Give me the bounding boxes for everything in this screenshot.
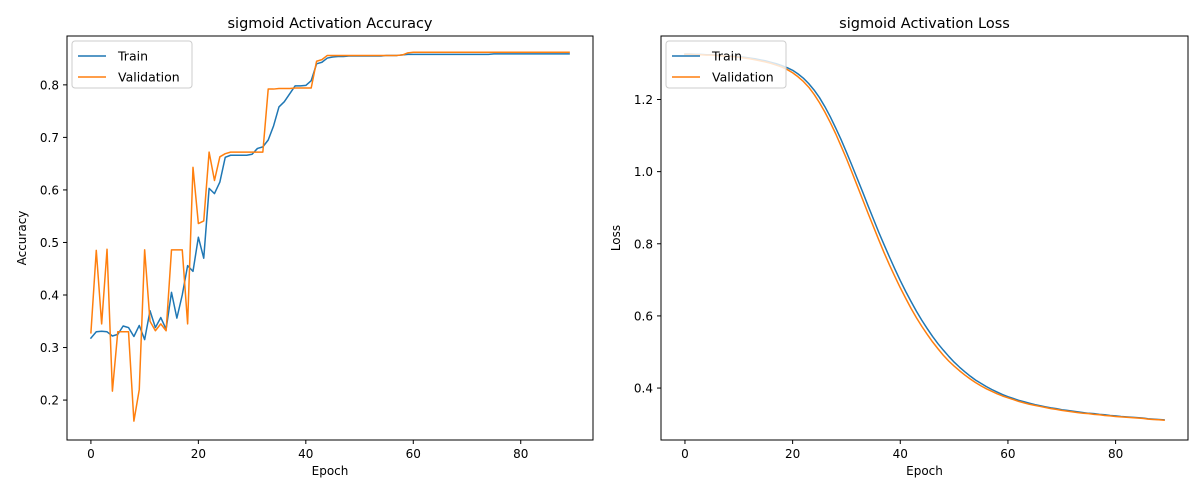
loss-legend-label-validation: Validation: [712, 70, 774, 85]
accuracy-axes-frame: [66, 35, 594, 441]
accuracy-train-line: [89, 53, 570, 341]
accuracy-chart-title: sigmoid Activation Accuracy: [227, 16, 432, 32]
loss-chart-title: sigmoid Activation Loss: [839, 16, 1010, 32]
accuracy-x-tick-label: 20: [191, 447, 206, 461]
loss-y-tick-label: 1.0: [634, 165, 653, 179]
accuracy-legend-label-train: Train: [117, 49, 148, 64]
accuracy-y-tick-label: 0.3: [40, 341, 59, 355]
accuracy-y-tick-label: 0.8: [40, 78, 59, 92]
loss-x-tick-label: 0: [681, 447, 689, 461]
loss-x-tick-label: 20: [785, 447, 800, 461]
loss-y-tick-label: 0.8: [634, 237, 653, 251]
loss-x-tick-label: 80: [1108, 447, 1123, 461]
accuracy-x-tick-label: 80: [513, 447, 528, 461]
accuracy-y-axis-label: Accuracy: [15, 211, 29, 266]
accuracy-x-tick-label: 0: [87, 447, 95, 461]
loss-y-tick-label: 0.6: [634, 309, 653, 323]
accuracy-plot-area: [67, 36, 593, 440]
loss-y-tick-label: 0.4: [634, 382, 653, 396]
accuracy-chart-panel: 0 20 40 60 80 0.2 0.3 0.4 0.5 0.6 0.7 0.8 sigmoid Ac…: [15, 16, 594, 478]
accuracy-legend-label-validation: Validation: [118, 70, 180, 85]
loss-chart-panel: 0 20 40 60 80 0.4 0.6 0.8 1.0 1.2 sigmoid Activati…: [609, 16, 1189, 478]
accuracy-y-tick-label: 0.7: [40, 131, 59, 145]
loss-x-tick-label: 60: [1000, 447, 1015, 461]
accuracy-y-tick-label: 0.2: [40, 394, 59, 408]
loss-x-axis-label: Epoch: [906, 464, 943, 478]
loss-axes-frame: [660, 35, 1189, 441]
loss-legend: Train Validation: [665, 40, 787, 89]
accuracy-y-tick-label: 0.4: [40, 289, 59, 303]
accuracy-x-tick-label: 40: [298, 447, 313, 461]
accuracy-validation-line: [90, 51, 570, 422]
accuracy-x-tick-label: 60: [406, 447, 421, 461]
loss-y-tick-label: 1.2: [634, 93, 653, 107]
loss-plot-area: [661, 36, 1188, 440]
loss-legend-label-train: Train: [711, 49, 742, 64]
accuracy-y-tick-label: 0.6: [40, 183, 59, 197]
accuracy-y-tick-label: 0.5: [40, 236, 59, 250]
loss-y-axis-label: Loss: [609, 225, 623, 251]
loss-x-tick-label: 40: [893, 447, 908, 461]
accuracy-legend: Train Validation: [71, 40, 193, 89]
accuracy-x-axis-label: Epoch: [312, 464, 349, 478]
